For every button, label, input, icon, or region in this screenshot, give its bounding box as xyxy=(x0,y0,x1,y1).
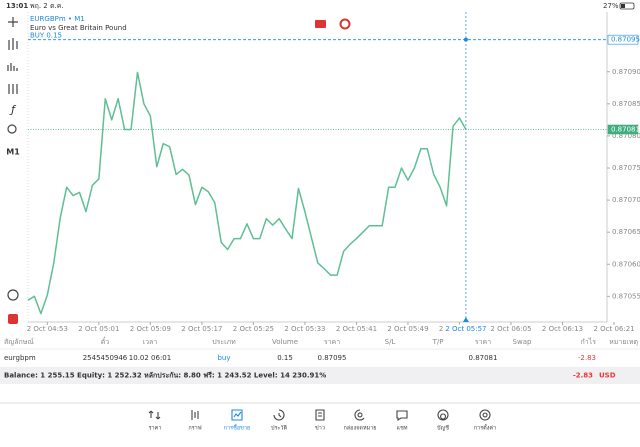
nav-icon[interactable] xyxy=(396,410,408,422)
chart-symbol: EURGBPm • M1 xyxy=(30,15,85,23)
nav-icon[interactable] xyxy=(315,409,325,421)
battery: 27% xyxy=(603,2,619,10)
trade-button[interactable] xyxy=(8,314,18,324)
price-label: 0.87095 xyxy=(611,36,640,44)
column-header: หมายเหตุ xyxy=(609,338,638,346)
cell: 0.87081 xyxy=(469,354,498,362)
y-tick-label: 0.87065 xyxy=(612,228,640,236)
column-header: สัญลักษณ์ xyxy=(4,338,34,346)
nav-label[interactable]: กล่องจดหมาย xyxy=(343,426,376,432)
column-header: กำไร xyxy=(581,337,597,346)
y-tick-label: 0.87085 xyxy=(612,100,640,108)
nav-icon[interactable] xyxy=(354,409,365,421)
nav-label[interactable]: บัญชี xyxy=(437,425,449,432)
nav-label[interactable]: การซื้อขาย xyxy=(224,424,250,432)
crosshair-label: 2 Oct 05:57 xyxy=(445,325,486,333)
nav-label[interactable]: การตั้งค่า xyxy=(474,424,496,432)
cell: -2.83 xyxy=(578,354,596,362)
y-tick-label: 0.87090 xyxy=(612,68,640,76)
y-tick-label: 0.87080 xyxy=(612,132,640,140)
x-tick-label: 2 Oct 05:01 xyxy=(78,325,119,333)
left-toolbar: ƒ M1 xyxy=(6,17,20,324)
flag-eur xyxy=(315,20,326,28)
crosshair-label-box xyxy=(443,324,488,334)
status-date: พฤ. 2 ต.ค. xyxy=(30,2,64,10)
total-profit: -2.83 xyxy=(573,372,593,380)
indicators-tool[interactable] xyxy=(8,84,18,94)
column-header: ประเภท xyxy=(212,338,236,346)
x-tick-label: 2 Oct 05:09 xyxy=(130,325,171,333)
column-header: S/L xyxy=(385,338,396,346)
status-time: 13:01 xyxy=(6,2,28,10)
flag-gbp xyxy=(339,18,351,30)
y-tick-label: 0.87055 xyxy=(612,292,640,300)
timeframe[interactable]: M1 xyxy=(6,148,20,157)
cell: 2545450946 xyxy=(83,354,128,362)
zoom-tool[interactable] xyxy=(7,289,19,301)
column-header: ตั๋ว xyxy=(101,337,110,346)
balance-bar xyxy=(0,367,640,384)
x-tick-label: 2 Oct 06:13 xyxy=(542,325,583,333)
balance: Balance: 1 255.15 Equity: 1 252.32 หลักป… xyxy=(4,372,326,380)
x-tick-label: 2 Oct 05:41 xyxy=(336,325,377,333)
crosshair-dot xyxy=(463,37,468,42)
bottom-nav: ราคา กราฟ การซื้อขาย ประวัติ ข่าว กล่องจดหมาย… xyxy=(148,409,496,432)
candles-tool[interactable] xyxy=(8,38,18,50)
battery-level xyxy=(621,4,625,8)
positions: สัญลักษณ์ ตั๋ว เวลา ประเภท Volume ราคา S/L T/P ร… xyxy=(4,337,638,362)
objects-tool[interactable] xyxy=(7,124,17,134)
x-tick-label: 2 Oct 05:49 xyxy=(387,325,428,333)
price-label-box xyxy=(607,34,639,45)
battery-icon xyxy=(619,2,635,10)
nav-icon[interactable] xyxy=(479,409,491,421)
nav-icon[interactable] xyxy=(148,410,161,420)
nav-label[interactable]: ข่าว xyxy=(315,426,325,432)
price-label-box xyxy=(607,124,639,135)
cell: eurgbpm xyxy=(4,354,36,362)
cell: 0.87095 xyxy=(318,354,347,362)
x-tick-label: 2 Oct 05:17 xyxy=(181,325,222,333)
nav-icon[interactable] xyxy=(231,409,243,421)
nav-label[interactable]: แชท xyxy=(397,425,408,432)
chart-subtitle: Euro vs Great Britain Pound xyxy=(30,24,127,32)
column-header: ราคา xyxy=(324,338,340,346)
x-tick-label: 2 Oct 04:53 xyxy=(27,325,68,333)
nav-label[interactable]: กราฟ xyxy=(188,425,201,432)
bars-tool[interactable] xyxy=(7,63,18,71)
nav-label[interactable]: ราคา xyxy=(149,426,162,432)
x-tick-label: 2 Oct 05:25 xyxy=(233,325,274,333)
crosshair-tool[interactable] xyxy=(8,17,18,27)
cell: buy xyxy=(217,354,230,362)
price-line xyxy=(27,71,467,315)
column-header: Swap xyxy=(513,338,532,346)
y-tick-label: 0.87060 xyxy=(612,260,640,268)
column-header: เวลา xyxy=(143,338,158,346)
y-tick-label: 0.87070 xyxy=(612,196,640,204)
column-header: T/P xyxy=(432,338,444,346)
cell: 0.15 xyxy=(277,354,293,362)
y-tick-label: 0.87075 xyxy=(612,164,640,172)
nav-icon[interactable] xyxy=(437,409,449,421)
crosshair-marker xyxy=(462,317,469,322)
x-tick-label: 2 Oct 05:33 xyxy=(284,325,325,333)
currency: USD xyxy=(599,372,616,380)
level-label: BUY 0.15 xyxy=(30,32,62,40)
nav-icon[interactable] xyxy=(191,410,199,420)
column-header: ราคา xyxy=(475,338,491,346)
nav-icon[interactable] xyxy=(273,409,285,421)
x-tick-label: 2 Oct 06:05 xyxy=(490,325,531,333)
price-label: 0.87081 xyxy=(611,126,640,134)
column-header: Volume xyxy=(272,338,298,346)
nav-label[interactable]: ประวัติ xyxy=(271,425,287,432)
function-tool[interactable]: ƒ xyxy=(9,103,17,116)
cell: 10.02 06:01 xyxy=(129,354,171,362)
x-tick-label: 2 Oct 06:21 xyxy=(593,325,634,333)
